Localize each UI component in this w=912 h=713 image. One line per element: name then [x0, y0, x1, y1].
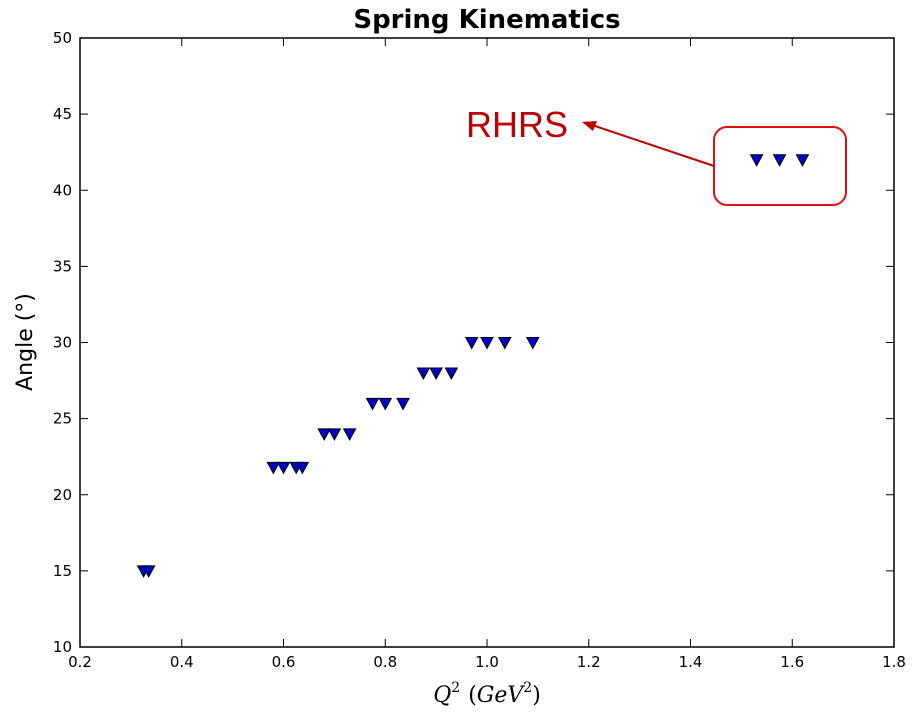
data-point — [327, 428, 342, 441]
x-tick-label: 1.6 — [780, 653, 804, 671]
data-point — [342, 428, 357, 441]
x-tick-label: 1.2 — [577, 653, 601, 671]
data-point — [416, 367, 431, 380]
y-tick-label: 25 — [53, 410, 72, 428]
data-point — [266, 461, 281, 475]
data-point — [749, 154, 764, 167]
y-axis-ticks: 10 15 20 25 30 35 40 45 50 — [53, 29, 894, 656]
annotation-arrow — [591, 124, 715, 167]
data-point — [141, 565, 156, 578]
data-point — [317, 428, 332, 441]
y-tick-label: 40 — [53, 181, 72, 199]
data-point — [497, 337, 512, 350]
chart-title: Spring Kinematics — [353, 5, 620, 35]
x-tick-label: 0.4 — [170, 653, 194, 671]
x-tick-label: 1.4 — [679, 653, 703, 671]
x-tick-label: 0.8 — [373, 653, 397, 671]
y-tick-label: 45 — [53, 105, 72, 123]
y-tick-label: 30 — [53, 334, 72, 352]
data-point — [464, 337, 479, 350]
x-tick-label: 0.2 — [68, 653, 92, 671]
data-point — [772, 154, 787, 167]
x-tick-label: 1.0 — [475, 653, 499, 671]
data-point — [276, 461, 291, 475]
data-points — [136, 154, 810, 578]
y-axis-label: Angle (°) — [13, 293, 38, 391]
data-point — [365, 397, 380, 411]
x-axis-ticks: 0.2 0.4 0.6 0.8 1.0 1.2 1.4 1.6 1.8 — [68, 38, 906, 671]
data-point — [378, 397, 393, 411]
data-point — [429, 367, 443, 380]
y-tick-label: 35 — [53, 257, 72, 275]
x-axis-label: Q2 (GeV2) — [433, 680, 541, 708]
data-point — [795, 154, 810, 167]
annotation-highlight-box — [713, 126, 847, 206]
data-point — [480, 337, 494, 350]
data-point — [444, 367, 459, 380]
annotation-arrowhead — [582, 121, 597, 131]
y-tick-label: 20 — [53, 486, 72, 504]
data-point — [525, 337, 540, 350]
y-tick-label: 15 — [53, 562, 72, 580]
data-point — [295, 461, 310, 475]
y-tick-label: 50 — [53, 29, 72, 47]
x-tick-label: 1.8 — [882, 653, 906, 671]
data-point — [396, 397, 410, 411]
y-tick-label: 10 — [53, 638, 72, 656]
annotation-label: RHRS — [466, 104, 568, 145]
x-tick-label: 0.6 — [272, 653, 296, 671]
